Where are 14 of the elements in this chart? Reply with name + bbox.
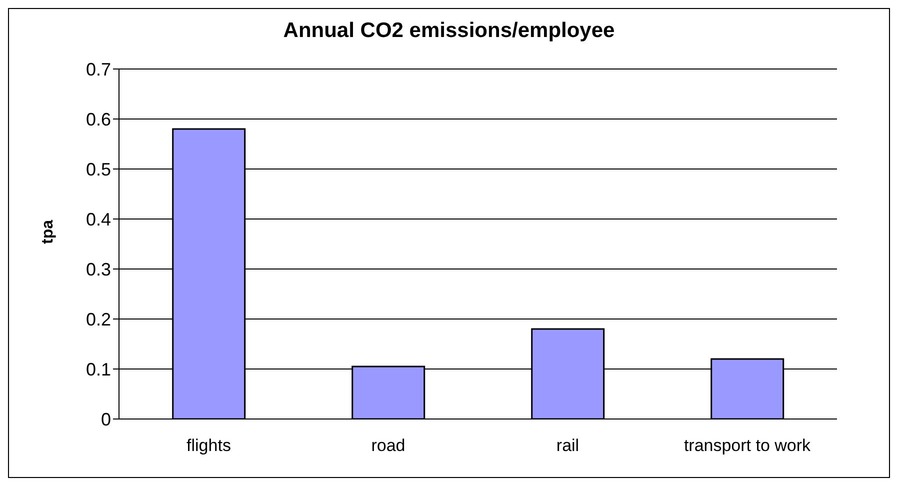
y-axis-title: tpa	[40, 220, 57, 244]
chart-title: Annual CO2 emissions/employee	[282, 19, 616, 43]
y-tick-label: 0.6	[86, 109, 111, 130]
y-tick-label: 0.1	[86, 359, 111, 380]
y-tick-label: 0.3	[86, 259, 111, 280]
x-tick-label: flights	[186, 436, 231, 456]
y-tick-label: 0.5	[86, 159, 111, 180]
x-tick-label: transport to work	[684, 436, 812, 456]
y-tick-label: 0.7	[86, 59, 111, 80]
y-tick-label: 0	[100, 409, 111, 430]
y-tick-label: 0.2	[86, 309, 111, 330]
x-tick-label: rail	[556, 436, 580, 456]
x-tick-label: road	[371, 436, 406, 456]
y-tick-label: 0.4	[86, 209, 111, 230]
